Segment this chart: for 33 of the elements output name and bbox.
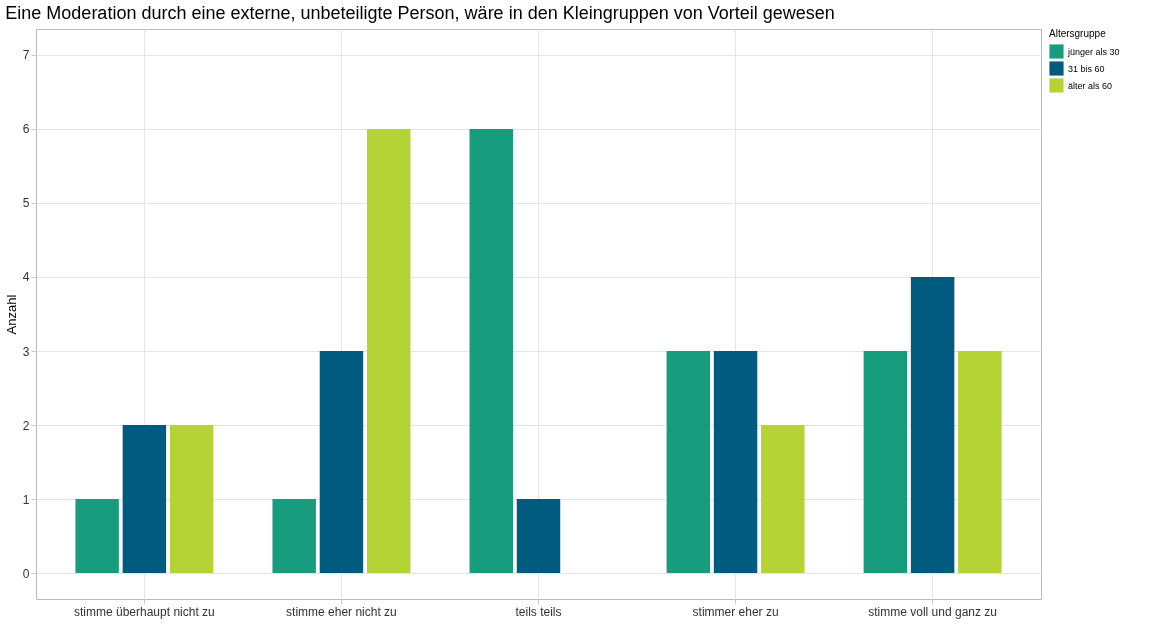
- bar: [958, 351, 1002, 574]
- legend-label: älter als 60: [1068, 80, 1113, 91]
- y-tick-label: 6: [22, 122, 30, 137]
- bar: [516, 499, 561, 574]
- x-tick-label: stimme eher nicht zu: [286, 604, 397, 619]
- y-tick-label: 2: [22, 418, 30, 433]
- x-tick-label: teils teils: [515, 604, 562, 619]
- legend-label: 31 bis 60: [1068, 63, 1105, 74]
- bar: [75, 499, 119, 574]
- bar: [666, 351, 711, 574]
- bar: [122, 425, 167, 574]
- y-tick-label: 7: [22, 48, 30, 63]
- y-tick-label: 1: [22, 492, 30, 507]
- bar: [366, 128, 411, 574]
- bar: [169, 425, 214, 574]
- x-tick-label: stimmer eher zu: [692, 604, 779, 619]
- y-tick-label: 0: [22, 566, 30, 581]
- bar: [910, 276, 955, 574]
- bar: [272, 499, 316, 574]
- bar: [319, 351, 364, 574]
- y-tick-label: 5: [22, 196, 30, 211]
- legend-label: jünger als 30: [1067, 46, 1120, 57]
- x-tick-label: stimme voll und ganz zu: [868, 604, 997, 619]
- bar: [469, 128, 513, 574]
- bar: [713, 351, 758, 574]
- y-axis-title: Anzahl: [3, 294, 19, 335]
- chart-title: Eine Moderation durch eine externe, unbeteiligte Person, wäre in den Kleingruppen von Vorteil gewesen: [5, 3, 835, 23]
- bar: [863, 351, 908, 574]
- y-tick-label: 4: [22, 270, 30, 285]
- y-tick-label: 3: [22, 344, 30, 359]
- x-tick-label: stimme überhaupt nicht zu: [74, 604, 215, 619]
- legend-title: Altersgruppe: [1049, 28, 1107, 39]
- bar: [761, 425, 805, 574]
